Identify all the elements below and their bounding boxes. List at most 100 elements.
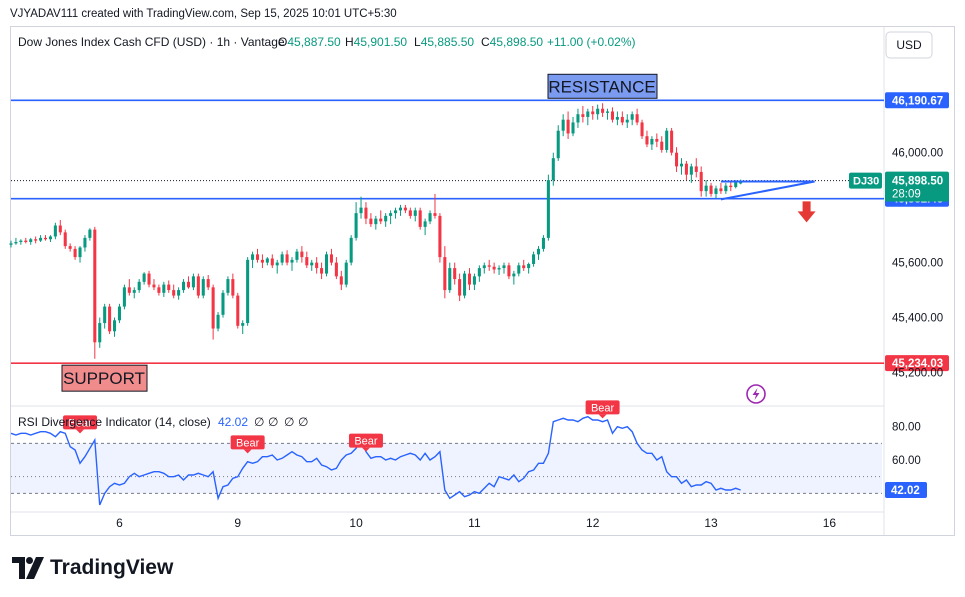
y-tick-label: 46,000.00 [892, 148, 943, 160]
ohlc-header: O45,887.50 H45,901.50 L45,885.50 C45,898… [278, 35, 636, 49]
candle [137, 279, 141, 293]
candle-body [606, 111, 610, 113]
candle [63, 229, 67, 249]
candle [255, 248, 260, 263]
candle-body [53, 225, 57, 237]
candle [433, 193, 437, 219]
candle [684, 160, 688, 181]
candle [295, 248, 299, 263]
candle-body [596, 108, 600, 115]
candle [108, 303, 112, 335]
candle-body [241, 323, 245, 326]
candle [300, 246, 304, 263]
y-tick-label: 45,200.00 [892, 368, 943, 380]
candle [177, 287, 181, 300]
candle [9, 240, 13, 248]
rsi-bear-label-pointer [243, 449, 252, 454]
tradingview-logo-icon [12, 557, 44, 579]
currency-button[interactable]: USD [885, 31, 933, 59]
rsi-bear-label: Bear [585, 400, 620, 419]
candle-body [255, 254, 260, 260]
candle [113, 317, 117, 337]
candle [403, 204, 407, 214]
candle-body [689, 166, 693, 175]
tradingview-wordmark: TradingView [50, 556, 174, 579]
candle [339, 270, 343, 291]
candle-body [172, 290, 176, 296]
candle [615, 111, 619, 126]
candle-body [117, 306, 121, 321]
svg-text:∅: ∅ [298, 415, 308, 429]
candle [507, 262, 511, 280]
candle [157, 284, 161, 296]
candle-body [734, 181, 738, 188]
candle [502, 262, 506, 274]
candle [172, 284, 176, 299]
candle-body [566, 119, 570, 134]
candle-body [615, 116, 619, 120]
candle-body [482, 265, 486, 269]
candle-body [260, 259, 264, 263]
rsi-bear-label-pointer [361, 447, 370, 452]
candle [679, 158, 684, 175]
candle [699, 166, 703, 197]
candle [122, 284, 126, 310]
candle-body [103, 306, 107, 324]
candle-body [329, 254, 333, 263]
candle [334, 257, 338, 280]
candle-body [418, 210, 422, 227]
candle [566, 111, 570, 139]
candle-body [93, 229, 97, 343]
candle-body [127, 287, 131, 293]
candle-body [29, 239, 33, 242]
candle [265, 257, 269, 266]
candle [310, 259, 314, 271]
symbol-tag-bg [849, 172, 882, 189]
candle [216, 312, 220, 332]
svg-text:RSI Divergence Indicator (14,: RSI Divergence Indicator (14, close) [18, 415, 211, 429]
candle [211, 284, 215, 340]
candle [443, 246, 447, 299]
bearish-arrow-icon [797, 201, 816, 223]
candle [472, 273, 476, 291]
candle-body [620, 116, 624, 123]
candle-body [320, 268, 324, 274]
svg-text:42.02: 42.02 [218, 415, 248, 429]
candle [246, 257, 250, 326]
candle-body [191, 276, 195, 288]
candle [576, 108, 580, 128]
candle-body [290, 259, 294, 263]
candle-body [231, 279, 235, 296]
x-tick-label: 6 [116, 516, 123, 530]
candle-body [581, 114, 585, 117]
candle-body [9, 243, 13, 245]
alert-icon[interactable] [746, 384, 766, 404]
candle [191, 273, 195, 291]
candle [201, 276, 205, 299]
candle-body [487, 265, 491, 267]
candle [675, 147, 679, 172]
x-tick-label: 11 [468, 516, 481, 530]
level-price-label: 45,234.03 [892, 358, 943, 370]
candle [231, 273, 235, 299]
rsi-band [11, 443, 882, 494]
rsi-bear-label-bg [63, 415, 98, 430]
candle [344, 259, 348, 288]
candle-body [300, 251, 304, 258]
candle-body [453, 268, 457, 280]
candle-body [201, 279, 205, 296]
candle [635, 108, 639, 126]
price-axis: 46,000.00 45,600.00 45,400.00 45,200.00 [892, 148, 943, 380]
candle-body [438, 215, 442, 258]
candle-body [324, 254, 329, 274]
candle [517, 262, 521, 277]
candle-body [497, 268, 501, 270]
candle-body [315, 262, 319, 269]
candle-body [34, 239, 38, 241]
candle-body [196, 276, 200, 296]
candle-body [467, 273, 472, 285]
candle-body [295, 251, 299, 260]
bar-countdown-label: 28:09 [892, 189, 921, 201]
rsi-bear-label-bg [348, 433, 383, 448]
